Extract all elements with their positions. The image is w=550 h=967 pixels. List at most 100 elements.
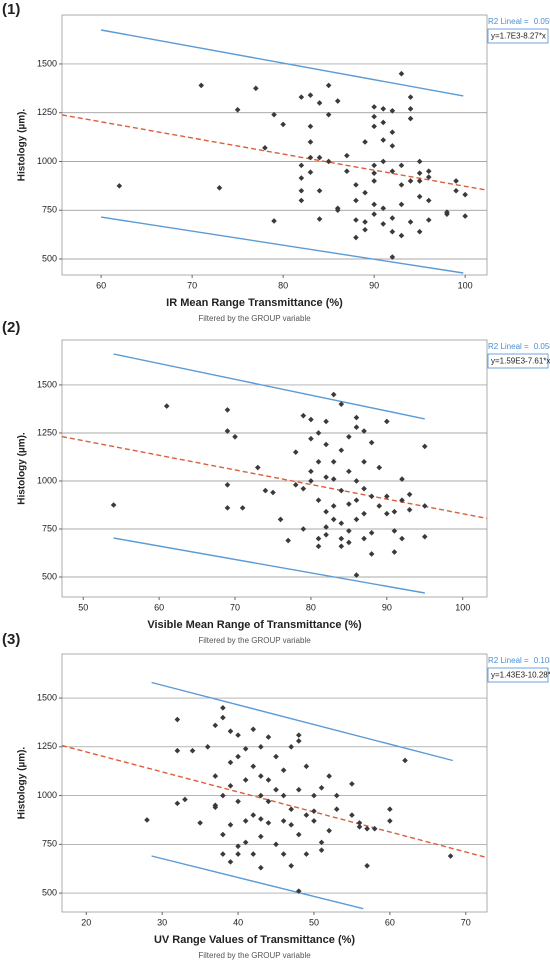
data-point	[116, 183, 123, 189]
data-point	[399, 476, 405, 482]
data-point	[346, 539, 352, 546]
data-point	[234, 106, 241, 113]
data-point	[242, 818, 249, 824]
data-point	[280, 818, 287, 824]
data-point	[265, 777, 272, 783]
data-point	[425, 174, 432, 180]
y-tick-label: 500	[42, 571, 57, 581]
data-point	[224, 505, 231, 511]
lower-prediction-band	[151, 855, 364, 910]
data-point	[280, 792, 287, 799]
data-point	[416, 158, 423, 165]
data-point	[362, 139, 368, 145]
data-point	[364, 862, 370, 869]
lower-prediction-band	[113, 537, 425, 594]
data-point	[453, 187, 459, 194]
x-tick-label: 50	[309, 917, 319, 927]
data-point	[353, 516, 360, 523]
data-point	[353, 182, 359, 188]
data-point	[280, 767, 287, 774]
data-point	[380, 137, 387, 143]
data-point	[356, 820, 363, 826]
chart-panel: (1) 500 750 1000 1250 1500 60 70 80 90 100 IR Mean …	[2, 1, 550, 323]
x-tick-label: 20	[81, 917, 91, 927]
data-point	[311, 818, 317, 824]
data-point	[198, 82, 205, 89]
data-point	[462, 191, 468, 198]
data-point	[425, 197, 432, 204]
r2-value: 0.058	[534, 342, 550, 351]
data-point	[197, 820, 203, 826]
data-point	[273, 753, 279, 760]
data-point	[353, 234, 359, 241]
data-point	[416, 178, 423, 184]
data-point	[295, 738, 302, 744]
data-point	[407, 219, 414, 225]
data-point	[288, 806, 294, 813]
data-point	[235, 843, 241, 850]
equation-box	[487, 353, 549, 369]
data-point	[318, 784, 325, 791]
data-point	[361, 485, 367, 492]
data-point	[371, 104, 377, 110]
data-point	[307, 123, 314, 130]
x-tick-label: 80	[306, 602, 316, 612]
data-point	[371, 123, 377, 130]
data-point	[371, 178, 377, 184]
data-point	[288, 862, 294, 869]
data-point	[353, 478, 360, 484]
data-point	[298, 175, 305, 181]
data-point	[361, 510, 367, 517]
data-point	[298, 197, 305, 204]
data-point	[384, 493, 390, 500]
r2-label: R2 Lineal =	[488, 656, 529, 665]
data-point	[295, 831, 302, 838]
data-point	[315, 543, 322, 550]
data-point	[391, 508, 398, 515]
data-point	[333, 806, 340, 813]
data-point	[346, 528, 352, 534]
data-point	[182, 796, 188, 803]
data-point	[258, 773, 264, 779]
data-point	[250, 763, 257, 770]
data-point	[271, 111, 277, 118]
data-point	[425, 168, 432, 175]
data-point	[376, 503, 383, 509]
data-point	[307, 92, 314, 98]
x-tick-label: 40	[233, 917, 243, 927]
data-point	[416, 170, 423, 176]
data-point	[265, 734, 272, 740]
data-point	[258, 816, 264, 822]
data-point	[280, 121, 286, 128]
data-point	[447, 853, 454, 859]
data-point	[253, 85, 259, 92]
data-point	[300, 412, 307, 419]
data-point	[338, 535, 345, 542]
data-point	[330, 476, 337, 482]
data-point	[303, 851, 310, 857]
data-point	[308, 435, 314, 442]
data-point	[407, 94, 414, 100]
data-point	[303, 812, 310, 818]
data-point	[389, 254, 396, 260]
data-point	[212, 722, 219, 729]
x-tick-label: 100	[458, 280, 473, 290]
data-point	[421, 533, 428, 540]
y-tick-label: 1000	[37, 156, 57, 166]
data-point	[270, 489, 276, 496]
lower-prediction-band	[100, 216, 464, 274]
data-point	[258, 792, 264, 799]
x-tick-label: 70	[461, 917, 471, 927]
data-point	[295, 732, 302, 738]
data-point	[220, 792, 226, 799]
r2-label: R2 Lineal =	[488, 17, 529, 26]
data-point	[353, 414, 360, 421]
data-point	[311, 808, 317, 814]
data-point	[110, 502, 117, 508]
r2-label: R2 Lineal =	[488, 342, 529, 351]
data-point	[349, 781, 355, 787]
data-point	[224, 407, 231, 413]
data-point	[224, 482, 231, 488]
data-point	[330, 503, 337, 509]
